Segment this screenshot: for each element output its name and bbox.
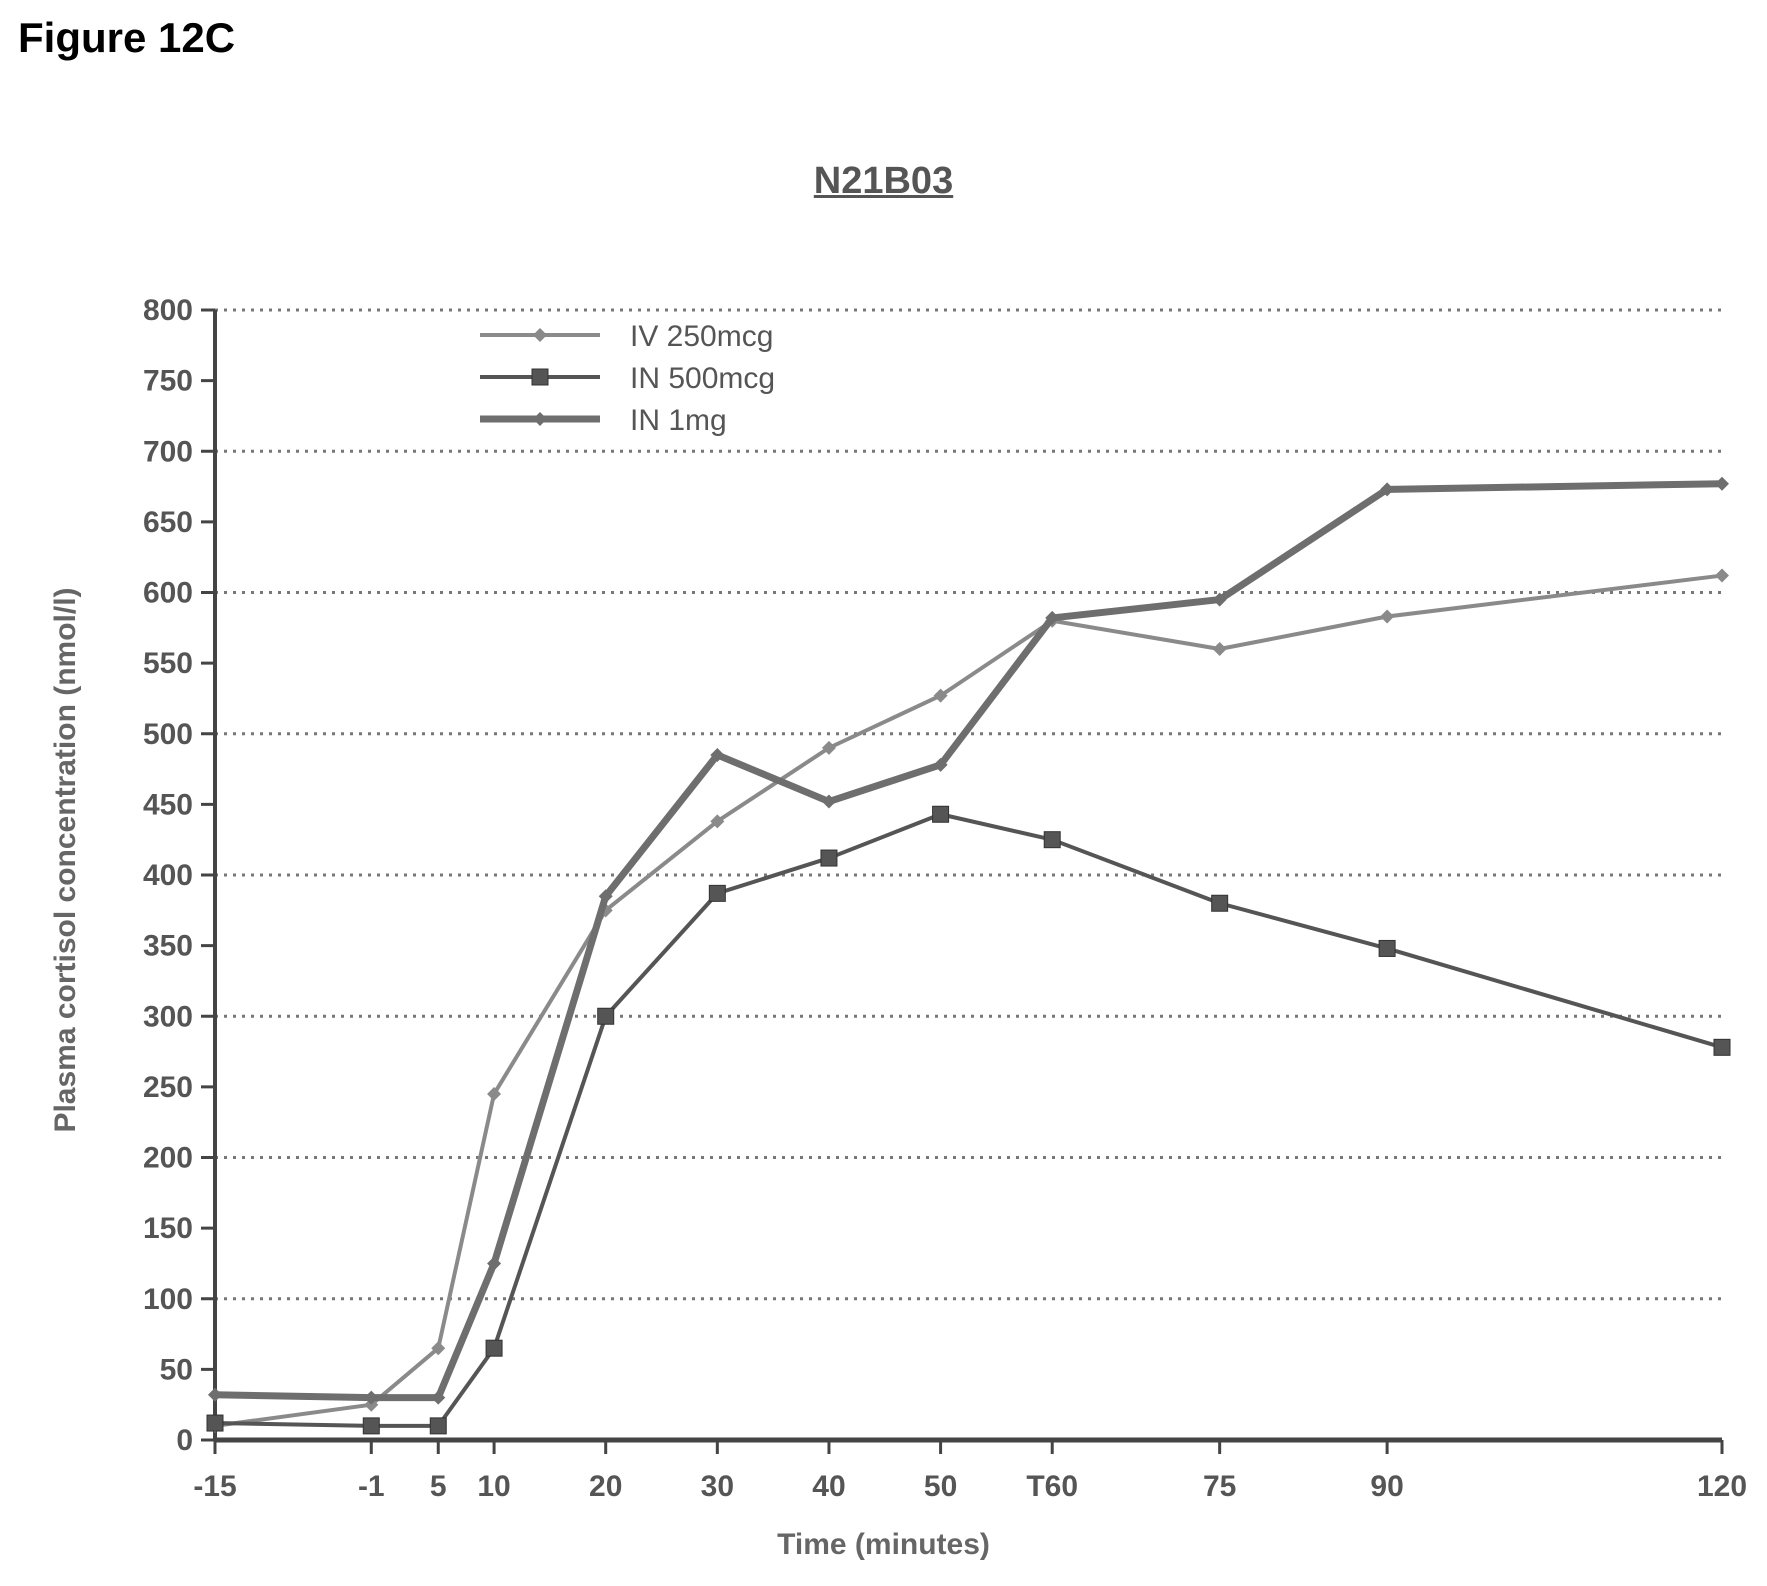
y-tick-label-750: 750 [143,365,193,398]
y-tick-label-350: 350 [143,930,193,963]
series-line-0 [214,573,1723,1428]
x-tick-label-10: 90 [1370,1470,1403,1503]
series-2-point-6 [821,794,836,809]
y-tick-label-150: 150 [143,1212,193,1245]
series-1-point-4 [597,1007,615,1025]
y-tick-label-800: 800 [143,294,193,327]
series-0-point-5 [710,814,725,829]
series-line-1 [214,812,1723,1428]
series-0-point-10 [1380,609,1395,624]
series-1-point-11 [1713,1038,1731,1056]
series-2-point-1 [364,1390,379,1405]
y-tick-label-200: 200 [143,1142,193,1175]
series-2-point-0 [208,1387,222,1402]
y-tick-label-0: 0 [176,1424,193,1457]
x-tick-label-7: 50 [924,1470,957,1503]
series-2-point-3 [487,1256,502,1271]
series-0-point-2 [431,1341,446,1356]
x-tick-label-6: 40 [812,1470,845,1503]
series-2-point-9 [1212,592,1227,607]
series-0-point-3 [487,1086,502,1101]
y-tick-label-300: 300 [143,1000,193,1033]
x-tick-label-2: 5 [430,1470,447,1503]
series-2-point-5 [710,747,725,762]
legend-label-2: IN 1mg [630,404,727,437]
legend-label-0: IV 250mcg [630,320,773,353]
series-2-point-11 [1715,476,1729,491]
x-tick-label-8: T60 [1026,1470,1078,1503]
x-tick-label-4: 20 [589,1470,622,1503]
x-tick-label-0: -15 [193,1470,236,1503]
x-tick-label-9: 75 [1203,1470,1236,1503]
x-axis-label: Time (minutes) [777,1528,990,1561]
series-line-2 [214,480,1723,1402]
figure-label: Figure 12C [18,14,236,61]
series-1-point-7 [932,805,950,823]
legend-marker-2 [533,412,547,426]
y-tick-label-550: 550 [143,647,193,680]
y-tick-label-450: 450 [143,788,193,821]
y-tick-label-500: 500 [143,718,193,751]
x-tick-label-3: 10 [477,1470,510,1503]
series-1-point-0 [206,1414,224,1432]
series-1-point-5 [708,884,726,902]
series-1-point-8 [1043,831,1061,849]
series-1-point-9 [1211,894,1229,912]
series-0-point-7 [933,688,948,703]
legend-marker-1 [531,368,549,386]
series-1-point-2 [429,1417,447,1435]
series-2-point-2 [431,1390,446,1405]
series-2-point-4 [598,889,613,904]
series-0-point-6 [821,740,836,755]
series-0-point-1 [364,1397,379,1412]
series-1-point-10 [1378,939,1396,957]
x-tick-label-11: 120 [1697,1470,1747,1503]
series-2-point-10 [1380,482,1395,497]
series-2-point-8 [1045,610,1060,625]
series-0-point-11 [1715,568,1729,583]
y-tick-label-600: 600 [143,577,193,610]
x-tick-label-1: -1 [358,1470,385,1503]
legend-marker-0 [533,328,547,342]
series-0-point-9 [1212,642,1227,656]
chart-title: N21B03 [813,160,954,202]
y-tick-label-650: 650 [143,506,193,539]
series-1-point-6 [820,849,838,867]
y-tick-label-400: 400 [143,859,193,892]
series-2-point-7 [933,757,948,772]
y-tick-label-100: 100 [143,1283,193,1316]
legend-label-1: IN 500mcg [630,362,775,395]
y-tick-label-50: 50 [160,1353,193,1386]
y-tick-label-700: 700 [143,435,193,468]
series-1-point-1 [362,1417,380,1435]
series-1-point-3 [485,1339,503,1357]
x-tick-label-5: 30 [701,1470,734,1503]
y-tick-label-250: 250 [143,1071,193,1104]
